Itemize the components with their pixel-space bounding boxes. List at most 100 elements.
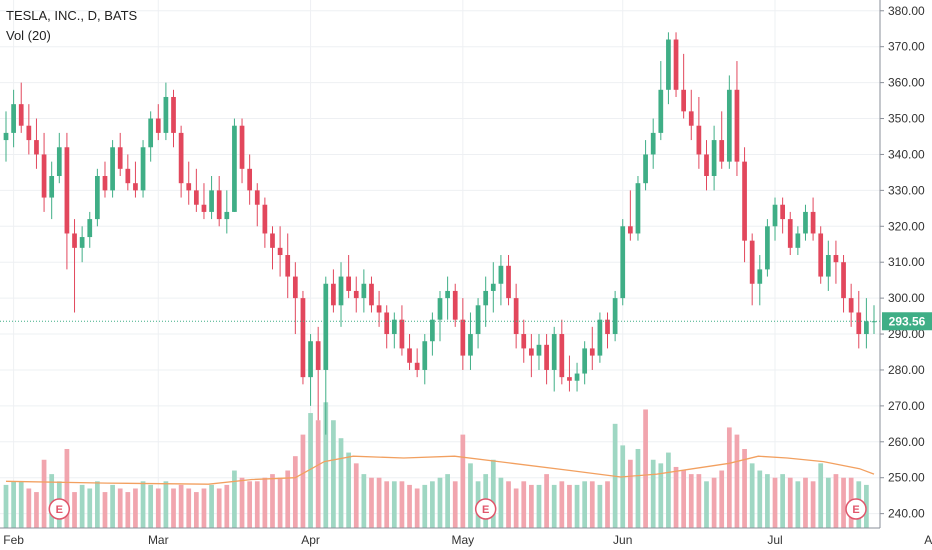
candle-body (445, 290, 450, 299)
candle (544, 334, 549, 385)
candle (361, 269, 367, 313)
candle-body (414, 362, 420, 370)
candle (125, 154, 131, 191)
candle (331, 269, 336, 313)
x-tick-label: Feb (3, 533, 24, 547)
volume-bar (331, 420, 336, 528)
volume-bar (285, 470, 291, 528)
candle (475, 298, 481, 349)
volume-bar (224, 484, 230, 528)
earnings-marker[interactable]: E (845, 498, 867, 520)
y-tick-label: 290.00 (888, 327, 925, 341)
volume-bar (468, 463, 473, 528)
volume-bar (742, 448, 747, 528)
volume-bar (795, 481, 801, 528)
volume-bar (64, 448, 70, 528)
volume-bar (391, 481, 397, 528)
volume-bar (300, 434, 306, 528)
candle (95, 168, 100, 227)
candle (315, 326, 321, 421)
x-tick-label: Mar (148, 533, 169, 547)
candle (18, 82, 24, 133)
symbol-title: TESLA, INC., D, BATS (6, 8, 138, 23)
candle-body (186, 183, 192, 191)
candle (445, 276, 450, 320)
volume-bar (445, 474, 450, 528)
candle (338, 262, 344, 327)
candle (780, 197, 785, 234)
candle-body (833, 255, 839, 263)
candle-body (399, 319, 405, 349)
candle-body (483, 290, 489, 306)
candle-body (369, 283, 374, 306)
volume-bar (589, 481, 595, 528)
candle (635, 176, 641, 241)
candle (277, 226, 283, 277)
candle (56, 132, 62, 184)
candle-body (757, 269, 763, 284)
candle (498, 255, 504, 306)
y-tick-label: 320.00 (888, 219, 925, 233)
candle-body (795, 233, 801, 248)
x-tick-label: Jul (767, 533, 782, 547)
candle (323, 276, 329, 435)
candle-body (361, 283, 367, 299)
candle (765, 219, 770, 277)
candle-body (193, 190, 199, 205)
candle-body (521, 334, 527, 349)
candle (856, 290, 862, 349)
volume-bar (239, 477, 245, 528)
candle-body (270, 233, 275, 248)
candle-body (79, 237, 85, 248)
volume-bar (247, 481, 253, 528)
candle-body (650, 132, 656, 155)
candle-body (26, 125, 32, 141)
candle (369, 276, 374, 313)
earnings-marker[interactable]: E (48, 498, 71, 520)
candle (825, 240, 831, 291)
volume-bar (201, 488, 207, 528)
candle-body (605, 319, 610, 335)
candle-body (468, 334, 473, 356)
volume-bar (323, 402, 329, 528)
volume-bar (627, 459, 633, 528)
volume-bar (719, 470, 725, 528)
candle (79, 226, 85, 263)
candle-body (810, 211, 816, 234)
earnings-label: E (482, 504, 489, 516)
volume-bar (292, 456, 298, 528)
candle-body (871, 321, 877, 323)
candle-body (825, 255, 831, 277)
volume-bar (582, 481, 588, 528)
candle (399, 305, 405, 356)
earnings-label: E (852, 504, 859, 516)
candle (270, 226, 275, 270)
candle-body (292, 276, 298, 299)
volume-indicator-label: Vol (20) (6, 28, 51, 43)
volume-bar (666, 452, 671, 528)
volume-bar (376, 477, 382, 528)
earnings-marker[interactable]: E (474, 498, 497, 520)
candle (506, 255, 511, 306)
candle (247, 154, 253, 205)
volume-bar (536, 484, 542, 528)
grid-layer (0, 0, 880, 528)
candle (673, 32, 679, 97)
candle (726, 75, 732, 169)
candle-body (452, 290, 458, 320)
volume-bar (605, 481, 610, 528)
candle (521, 319, 527, 363)
volume-layer (3, 402, 869, 528)
candle-body (56, 147, 62, 176)
volume-bar (803, 477, 808, 528)
candle (422, 334, 428, 385)
candle-body (376, 305, 382, 313)
candle-body (765, 226, 770, 270)
volume-bar (140, 481, 146, 528)
volume-bar (209, 484, 214, 528)
candle-body (254, 190, 260, 205)
candle (163, 82, 169, 141)
candle-body (711, 140, 717, 176)
volume-bar (407, 484, 412, 528)
